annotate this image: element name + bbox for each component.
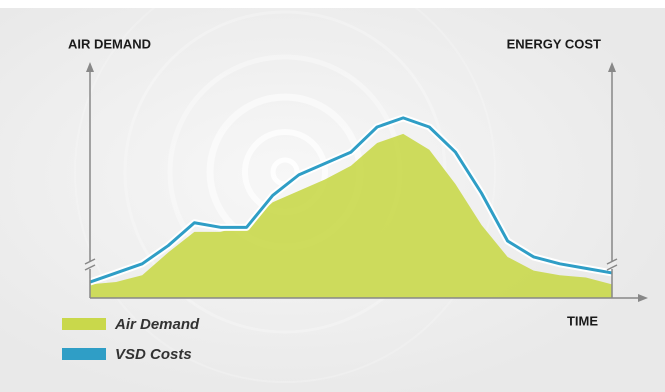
axes	[84, 62, 648, 302]
area	[90, 133, 612, 298]
y2-axis-title: ENERGY COST	[507, 36, 601, 51]
x-axis-arrow	[638, 294, 648, 302]
y-axis-arrow	[86, 62, 94, 72]
legend-swatch	[62, 318, 106, 330]
legend-label: VSD Costs	[115, 346, 192, 363]
legend-swatch	[62, 348, 106, 360]
legend: Air Demand VSD Costs	[62, 316, 200, 363]
plot	[88, 114, 613, 298]
axis-breaks	[84, 258, 618, 271]
legend-label: Air Demand	[114, 316, 200, 333]
x-axis-title: TIME	[567, 313, 598, 328]
line	[89, 116, 613, 284]
y2-axis-arrow	[608, 62, 616, 72]
y-axis-title: AIR DEMAND	[68, 36, 151, 51]
